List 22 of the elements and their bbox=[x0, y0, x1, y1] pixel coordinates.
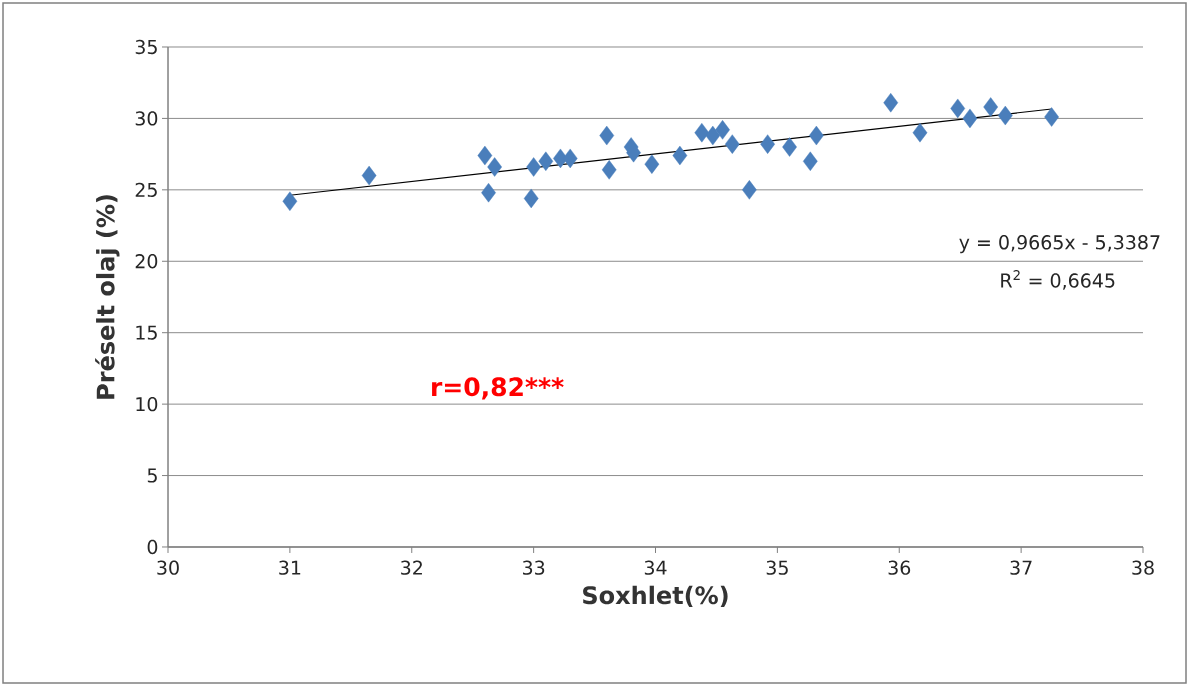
y-tick-label: 0 bbox=[147, 539, 158, 555]
x-tick-label: 38 bbox=[1132, 560, 1154, 575]
y-tick-label: 10 bbox=[136, 396, 158, 412]
x-tick-label: 33 bbox=[523, 560, 545, 575]
x-tick-label: 31 bbox=[279, 560, 301, 575]
annotation: r=0,82*** bbox=[432, 377, 564, 400]
y-tick-label: 15 bbox=[136, 325, 157, 340]
y-tick-label: 35 bbox=[135, 39, 157, 55]
x-tick-label: 35 bbox=[766, 560, 788, 575]
x-tick-label: 37 bbox=[1010, 560, 1032, 575]
y-axis-title: Préselt olaj (%) bbox=[95, 195, 120, 399]
y-tick-label: 20 bbox=[135, 254, 158, 269]
x-axis-title: Soxhlet(%) bbox=[583, 585, 728, 608]
x-tick-label: 30 bbox=[157, 560, 179, 575]
x-tick-label: 36 bbox=[888, 560, 911, 575]
y-tick-label: 25 bbox=[135, 182, 157, 198]
annotation: R$^{2}$ = 0,6645 bbox=[1001, 270, 1115, 290]
x-tick-label: 32 bbox=[401, 560, 422, 575]
x-tick-label: 34 bbox=[644, 560, 667, 575]
annotation: y = 0,9665x - 5,3387 bbox=[959, 235, 1160, 254]
y-tick-label: 30 bbox=[135, 111, 158, 126]
y-tick-label: 5 bbox=[147, 468, 157, 483]
